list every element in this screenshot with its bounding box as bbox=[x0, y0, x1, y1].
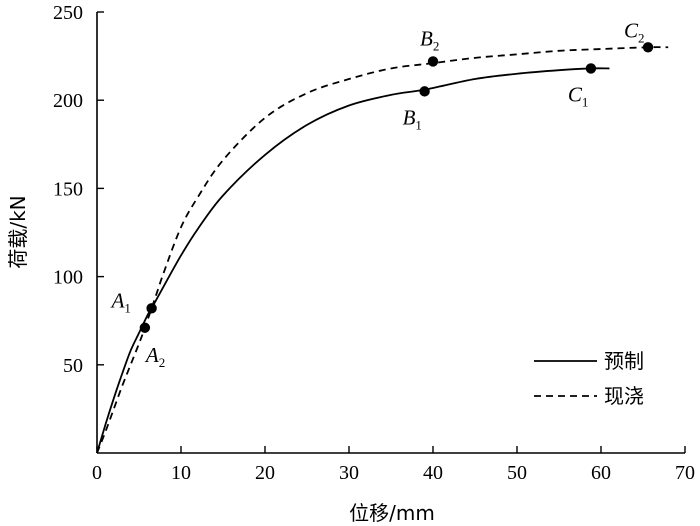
legend-label-0: 预制 bbox=[604, 349, 644, 373]
point-c1 bbox=[585, 63, 597, 74]
series-layer bbox=[96, 46, 669, 454]
y-axis-label: 荷载/kN bbox=[6, 195, 30, 268]
x-tick-label: 70 bbox=[675, 462, 695, 484]
x-tick-label: 50 bbox=[507, 462, 527, 484]
point-label-a2: A2 bbox=[144, 343, 165, 370]
point-label-c2: C2 bbox=[624, 18, 645, 45]
point-a2 bbox=[139, 322, 151, 333]
y-tick-label: 250 bbox=[53, 2, 83, 24]
x-tick-label: 10 bbox=[171, 462, 191, 484]
point-label-b1: B1 bbox=[403, 105, 422, 132]
point-b2 bbox=[427, 56, 439, 67]
point-c2 bbox=[642, 42, 654, 53]
legend-label-1: 现浇 bbox=[604, 384, 644, 408]
x-axis-label: 位移/mm bbox=[349, 501, 435, 525]
y-tick-label: 100 bbox=[53, 267, 83, 289]
y-tick-label: 50 bbox=[63, 355, 83, 377]
x-tick-label: 0 bbox=[92, 462, 102, 484]
series-line-cast-in-place bbox=[96, 46, 669, 454]
x-tick-label: 30 bbox=[339, 462, 359, 484]
point-label-a1: A1 bbox=[110, 288, 131, 315]
x-tick-label: 20 bbox=[255, 462, 275, 484]
point-label-b2: B2 bbox=[420, 26, 439, 53]
y-tick-label: 150 bbox=[53, 178, 83, 200]
x-tick-label: 40 bbox=[423, 462, 443, 484]
y-tick-label: 200 bbox=[53, 90, 83, 112]
x-tick-label: 60 bbox=[591, 462, 611, 484]
point-label-c1: C1 bbox=[568, 82, 589, 109]
point-b1 bbox=[419, 86, 430, 97]
axes: 0 10 20 30 40 50 60 70 50 100 150 200 250 bbox=[53, 2, 695, 484]
point-a1 bbox=[146, 303, 157, 314]
series-line-precast bbox=[96, 67, 610, 454]
